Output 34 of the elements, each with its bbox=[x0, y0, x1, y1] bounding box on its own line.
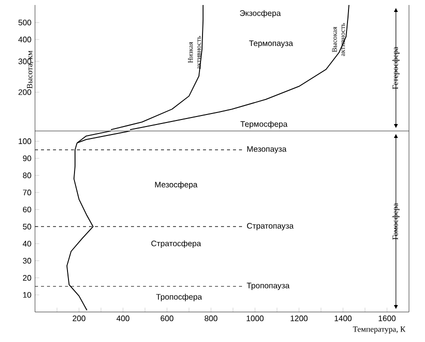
annotation: Термосфера bbox=[240, 120, 288, 128]
x-tick-label: 600 bbox=[160, 316, 174, 322]
x-tick-label: 1600 bbox=[378, 316, 396, 322]
ref-line-label: Тропопауза bbox=[246, 282, 290, 290]
y-tick-label: 200 bbox=[18, 89, 32, 96]
x-tick-label: 400 bbox=[116, 316, 130, 322]
annotation: Экзосфера bbox=[240, 10, 281, 18]
y-tick-label: 40 bbox=[22, 240, 32, 247]
annotation: Гомосфера bbox=[392, 203, 400, 240]
y-tick-label: 90 bbox=[22, 155, 32, 162]
y-tick-label: 60 bbox=[22, 206, 32, 212]
annotation: Мезосфера bbox=[155, 182, 198, 190]
x-tick-label: 1200 bbox=[290, 316, 308, 322]
y-tick-label: 100 bbox=[18, 138, 32, 144]
ref-line-label: Мезопауза bbox=[247, 146, 287, 154]
y-tick-label: 300 bbox=[18, 58, 32, 64]
y-tick-label: 10 bbox=[23, 292, 32, 298]
ref-line-label: Стратопауза bbox=[247, 222, 294, 230]
annotation: Тропосфера bbox=[156, 294, 202, 302]
y-tick-label: 500 bbox=[18, 20, 32, 26]
y-tick-label: 30 bbox=[22, 258, 32, 264]
annotation: Гетеросфера bbox=[392, 46, 400, 90]
y-tick-label: 50 bbox=[22, 224, 32, 230]
x-tick-label: 1000 bbox=[246, 316, 264, 322]
y-tick-label: 80 bbox=[22, 172, 32, 178]
y-tick-label: 400 bbox=[18, 36, 32, 42]
x-axis-title: Температура, К bbox=[352, 326, 406, 334]
x-tick-label: 200 bbox=[72, 316, 86, 322]
y-tick-label: 70 bbox=[22, 190, 32, 196]
annotation: Термопауза bbox=[249, 40, 294, 48]
x-tick-label: 1400 bbox=[334, 316, 352, 322]
annotation: Стратосфера bbox=[151, 240, 202, 248]
x-tick-label: 800 bbox=[204, 316, 218, 322]
y-tick-label: 20 bbox=[22, 275, 32, 281]
